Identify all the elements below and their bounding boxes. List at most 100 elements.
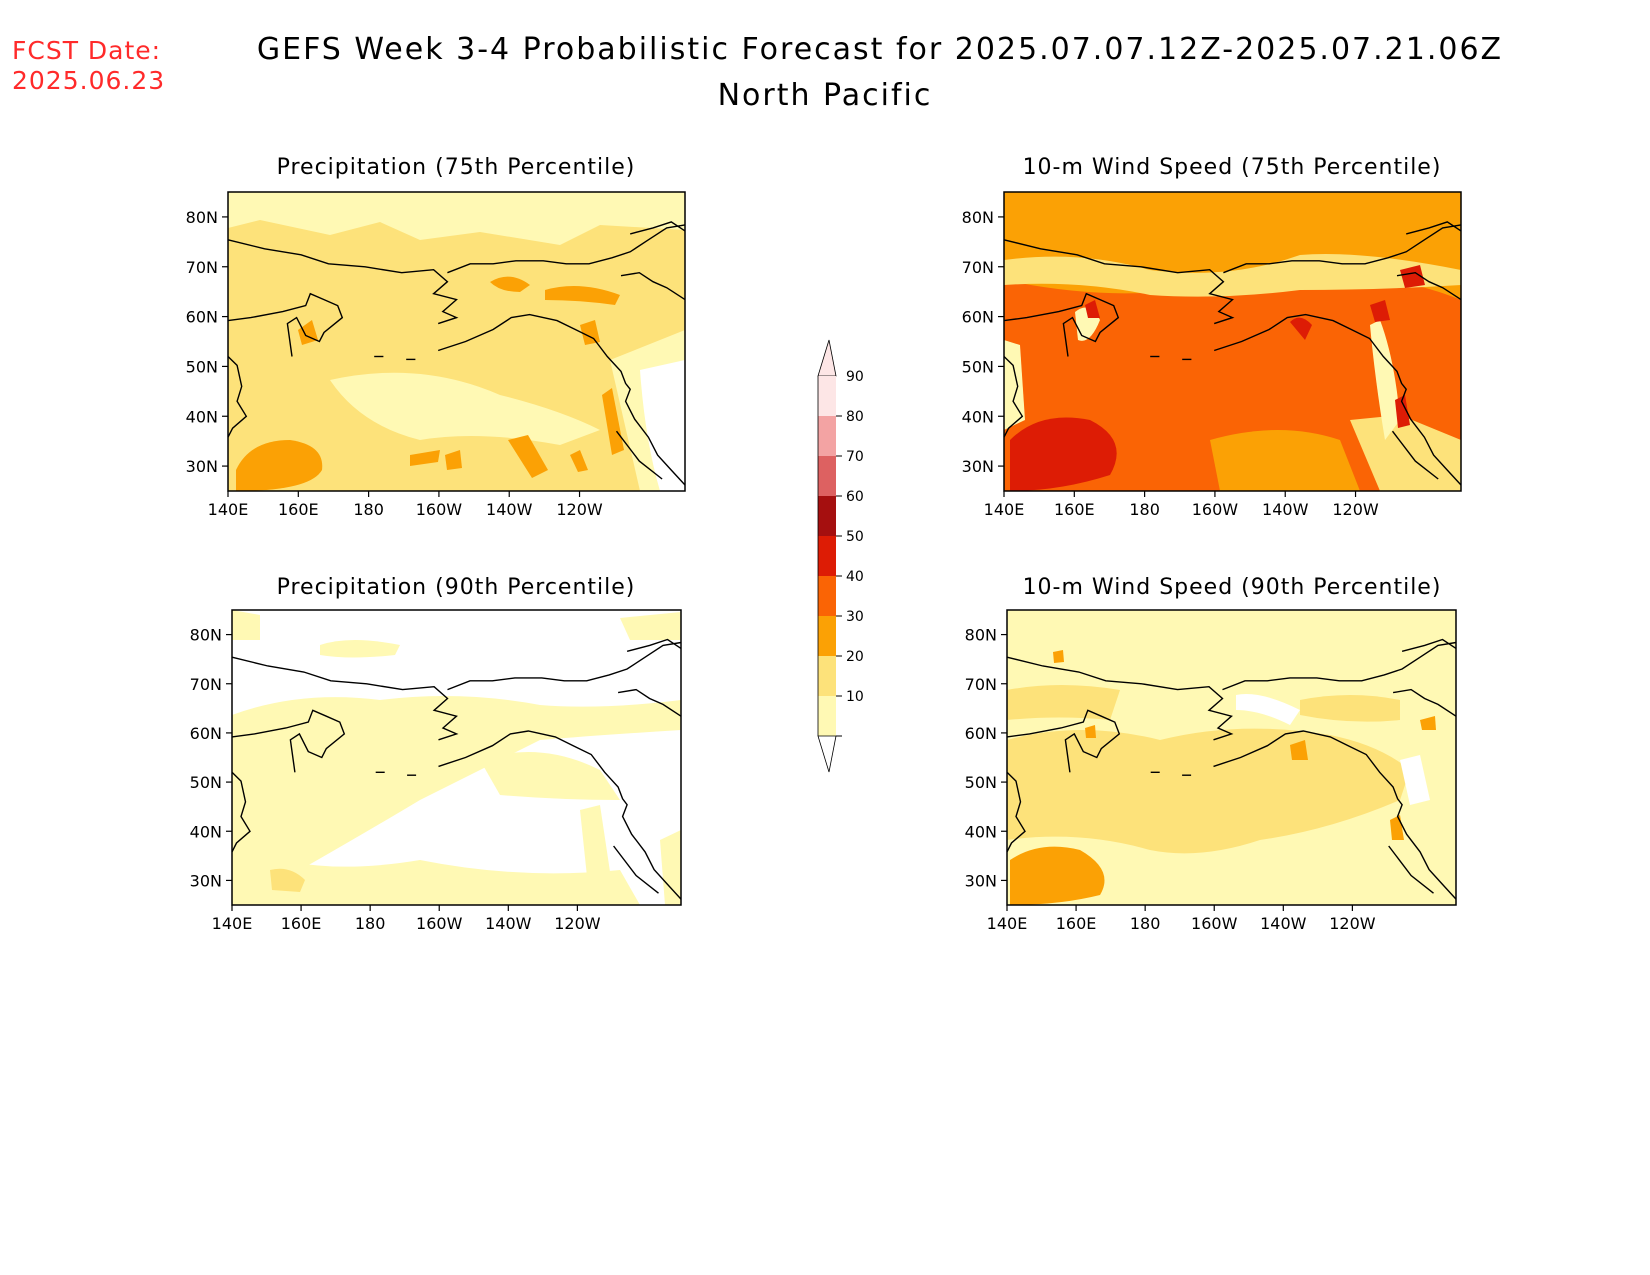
lat-tick-label: 80N bbox=[962, 208, 994, 227]
lon-tick-label: 160E bbox=[1056, 914, 1097, 933]
panel-title: Precipitation (90th Percentile) bbox=[277, 575, 636, 600]
coastline-panel-precip90 bbox=[231, 638, 682, 900]
colorbar-bin bbox=[818, 656, 836, 696]
wind-75-orange-area bbox=[1210, 430, 1360, 491]
lat-tick-label: 50N bbox=[190, 773, 222, 792]
coastline bbox=[615, 430, 663, 480]
coastline bbox=[1213, 730, 1457, 900]
panel-wind-75: 10-m Wind Speed (75th Percentile) bbox=[1004, 155, 1461, 491]
coastline bbox=[613, 845, 659, 894]
coastline bbox=[231, 771, 251, 853]
lon-tick-label: 140E bbox=[984, 500, 1025, 519]
lon-tick-label: 140W bbox=[485, 914, 532, 933]
precip-75-orange-area bbox=[570, 450, 588, 472]
map-frame bbox=[227, 191, 686, 492]
wind-90-yellow-area bbox=[1007, 728, 1410, 854]
region-subtitle: North Pacific bbox=[717, 78, 933, 113]
lat-tick-label: 40N bbox=[965, 822, 997, 841]
colorbar-bottom-arrow bbox=[817, 735, 837, 773]
precip-75-orange-area bbox=[508, 435, 548, 478]
wind-90-blank-area bbox=[1236, 694, 1300, 725]
lat-tick-label: 70N bbox=[186, 258, 218, 277]
precip-75-field bbox=[228, 192, 685, 491]
wind-90-blank-area bbox=[1400, 755, 1430, 805]
lon-tick-label: 160E bbox=[281, 914, 322, 933]
precip-75-blank-area bbox=[640, 360, 685, 491]
coastline bbox=[1213, 313, 1462, 486]
lat-tick-label: 80N bbox=[965, 626, 997, 645]
lat-tick-label: 60N bbox=[962, 308, 994, 327]
lat-tick-label: 30N bbox=[965, 871, 997, 890]
precip-90-light-area bbox=[660, 830, 681, 905]
colorbar-tick-label: 30 bbox=[846, 609, 864, 625]
lon-tick-label: 160W bbox=[1191, 914, 1238, 933]
lon-tick-label: 140W bbox=[1262, 500, 1309, 519]
coastline bbox=[1401, 638, 1457, 652]
precip-75-orange-area bbox=[410, 450, 440, 466]
wind-90-orange-area bbox=[1010, 846, 1105, 905]
lat-tick-label: 70N bbox=[962, 258, 994, 277]
lat-tick-label: 50N bbox=[962, 357, 994, 376]
panel-title: Precipitation (75th Percentile) bbox=[277, 155, 636, 180]
colorbar-bin bbox=[818, 456, 836, 496]
coastline-panel-wind90 bbox=[1006, 638, 1457, 900]
lat-tick-label: 50N bbox=[186, 357, 218, 376]
coastline bbox=[617, 688, 682, 717]
wind-90-orange-area bbox=[1085, 725, 1096, 738]
panel-title: 10-m Wind Speed (75th Percentile) bbox=[1023, 155, 1442, 180]
lon-tick-label: 160E bbox=[278, 500, 319, 519]
lat-tick-label: 80N bbox=[186, 208, 218, 227]
lat-tick-label: 50N bbox=[965, 773, 997, 792]
map-frame bbox=[231, 609, 682, 906]
panel-title: 10-m Wind Speed (90th Percentile) bbox=[1023, 575, 1442, 600]
colorbar-bin bbox=[818, 496, 836, 536]
panel-frames: 140E 160E 180 160W 140W 120W 80N 70N 60N 50N 40N 30… bbox=[186, 191, 1462, 933]
wind-75-field bbox=[1004, 192, 1461, 491]
coastline bbox=[1406, 221, 1462, 235]
coastline bbox=[437, 313, 686, 486]
colorbar-bin bbox=[818, 376, 836, 416]
wind-90-orange-area bbox=[1420, 716, 1436, 730]
forecast-date-label: FCST Date: bbox=[12, 36, 162, 65]
precip-90-light-area bbox=[580, 805, 615, 905]
coastline bbox=[630, 221, 686, 235]
lon-tick-label: 120W bbox=[554, 914, 601, 933]
wind-75-red-area bbox=[1085, 300, 1100, 318]
coastline bbox=[1388, 845, 1434, 894]
page-title: GEFS Week 3-4 Probabilistic Forecast for… bbox=[256, 32, 1504, 67]
coastline bbox=[447, 224, 686, 274]
coastline bbox=[231, 709, 346, 773]
panel-precip-90: Precipitation (90th Percentile) bbox=[232, 575, 681, 905]
colorbar-bin bbox=[818, 696, 836, 736]
precip-75-light-area bbox=[228, 192, 685, 245]
wind-75-redorange-area bbox=[1004, 279, 1461, 491]
lon-tick-label: 160W bbox=[1192, 500, 1239, 519]
precip-75-orange-area bbox=[602, 388, 624, 455]
precip-90-light-area bbox=[232, 696, 681, 905]
lat-tick-label: 30N bbox=[186, 457, 218, 476]
lon-tick-label: 140E bbox=[987, 914, 1028, 933]
wind-75-red-area bbox=[1400, 265, 1425, 288]
colorbar-tick-label: 10 bbox=[846, 689, 864, 705]
lon-tick-label: 180 bbox=[1129, 500, 1160, 519]
map-frame bbox=[1003, 191, 1462, 492]
wind-90-yellow-area bbox=[1300, 695, 1400, 722]
lat-tick-label: 30N bbox=[190, 871, 222, 890]
lon-tick-label: 140W bbox=[1260, 914, 1307, 933]
wind-75-red-area bbox=[1395, 395, 1410, 428]
lat-tick-label: 40N bbox=[186, 407, 218, 426]
lon-tick-label: 120W bbox=[1329, 914, 1376, 933]
coastline bbox=[1396, 271, 1462, 301]
lon-tick-label: 140E bbox=[208, 500, 249, 519]
coastline bbox=[1006, 656, 1234, 741]
wind-75-yellow-area bbox=[1350, 415, 1461, 491]
wind-90-orange-area bbox=[1053, 650, 1064, 663]
lat-tick-label: 70N bbox=[965, 675, 997, 694]
coastline bbox=[227, 355, 248, 438]
wind-90-field bbox=[1007, 610, 1456, 905]
precip-90-light-area bbox=[620, 612, 681, 640]
lat-tick-label: 80N bbox=[190, 626, 222, 645]
lon-tick-label: 140E bbox=[212, 914, 253, 933]
coastline bbox=[1006, 709, 1121, 773]
